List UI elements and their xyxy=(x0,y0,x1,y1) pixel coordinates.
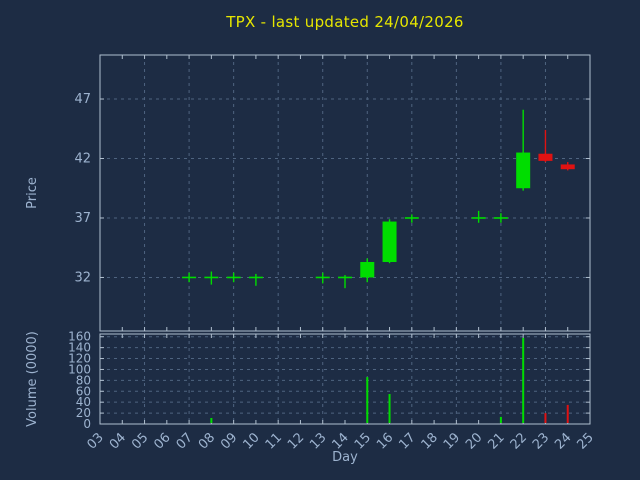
svg-text:21: 21 xyxy=(485,430,507,452)
svg-text:47: 47 xyxy=(74,92,91,107)
svg-text:40: 40 xyxy=(76,395,91,409)
svg-text:25: 25 xyxy=(575,430,597,452)
svg-text:22: 22 xyxy=(508,430,530,452)
price-axis-label: Price xyxy=(25,177,40,209)
svg-text:05: 05 xyxy=(129,430,151,452)
day-axis-label: Day xyxy=(332,450,358,465)
svg-text:100: 100 xyxy=(68,362,91,376)
svg-text:07: 07 xyxy=(174,430,196,452)
svg-text:20: 20 xyxy=(463,430,485,452)
svg-text:37: 37 xyxy=(74,211,91,226)
svg-text:24: 24 xyxy=(552,430,574,452)
svg-text:09: 09 xyxy=(218,430,240,452)
svg-text:32: 32 xyxy=(74,270,91,285)
svg-text:04: 04 xyxy=(107,430,129,452)
volume-axis-label: Volume (0000) xyxy=(25,331,40,427)
svg-text:60: 60 xyxy=(76,384,91,398)
svg-text:160: 160 xyxy=(68,330,91,344)
svg-text:140: 140 xyxy=(68,341,91,355)
svg-text:120: 120 xyxy=(68,352,91,366)
svg-text:20: 20 xyxy=(76,406,91,420)
svg-text:08: 08 xyxy=(196,430,218,452)
svg-text:23: 23 xyxy=(530,430,552,452)
svg-text:0: 0 xyxy=(83,417,91,431)
chart-title: TPX - last updated 24/04/2026 xyxy=(226,13,464,31)
svg-text:80: 80 xyxy=(76,373,91,387)
svg-text:06: 06 xyxy=(151,430,173,452)
svg-text:42: 42 xyxy=(74,152,91,167)
svg-text:03: 03 xyxy=(85,430,107,452)
